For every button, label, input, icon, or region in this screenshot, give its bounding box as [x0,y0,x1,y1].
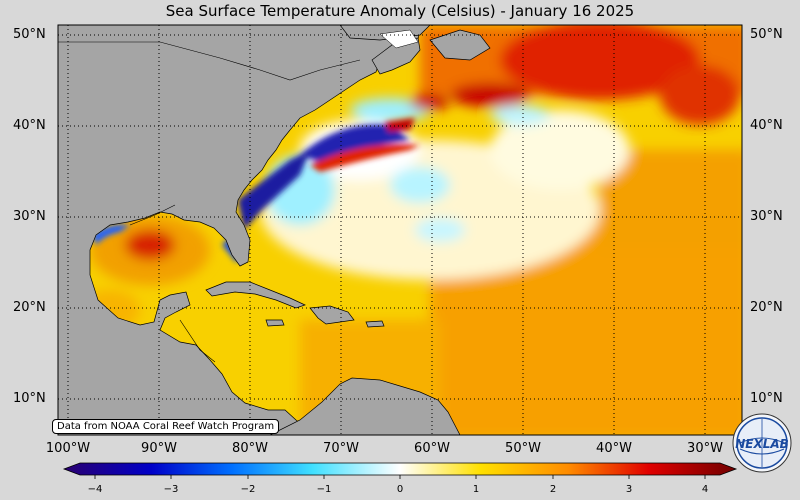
lon-label-60w: 60°W [414,441,450,456]
colorbar-tick-label: −1 [316,484,332,495]
lon-label-80w: 80°W [232,441,268,456]
lat-label-right-30: 30°N [750,209,783,224]
colorbar-tick-label: 0 [396,484,404,495]
colorbar-tick-label: 4 [701,484,709,495]
nexlab-logo[interactable]: NEXLAB [732,413,792,473]
lat-label-left-30: 30°N [13,209,46,224]
map-area [58,25,742,435]
lon-label-40w: 40°W [596,441,632,456]
lon-label-90w: 90°W [141,441,177,456]
logo-text: NEXLAB [735,437,789,451]
lon-label-50w: 50°W [505,441,541,456]
lat-label-right-50: 50°N [750,27,783,42]
lat-label-left-10: 10°N [13,391,46,406]
colorbar [62,462,738,479]
lat-label-right-20: 20°N [750,300,783,315]
colorbar-tick-label: −4 [87,484,103,495]
colorbar-tick-label: 2 [549,484,557,495]
map-title: Sea Surface Temperature Anomaly (Celsius… [165,2,635,20]
colorbar-tick-label: −3 [163,484,179,495]
lat-label-left-20: 20°N [13,300,46,315]
lat-label-right-40: 40°N [750,118,783,133]
colorbar-tick-label: 1 [472,484,480,495]
lon-label-100w: 100°W [45,441,91,456]
graticule [58,25,742,435]
colorbar-tick-label: −2 [240,484,256,495]
lon-label-30w: 30°W [687,441,723,456]
land [58,25,491,435]
data-credit-label: Data from NOAA Coral Reef Watch Program [52,419,280,434]
lat-label-left-40: 40°N [13,118,46,133]
lat-label-right-10: 10°N [750,391,783,406]
colorbar-tick-label: 3 [625,484,633,495]
lat-label-left-50: 50°N [13,27,46,42]
lon-label-70w: 70°W [323,441,359,456]
